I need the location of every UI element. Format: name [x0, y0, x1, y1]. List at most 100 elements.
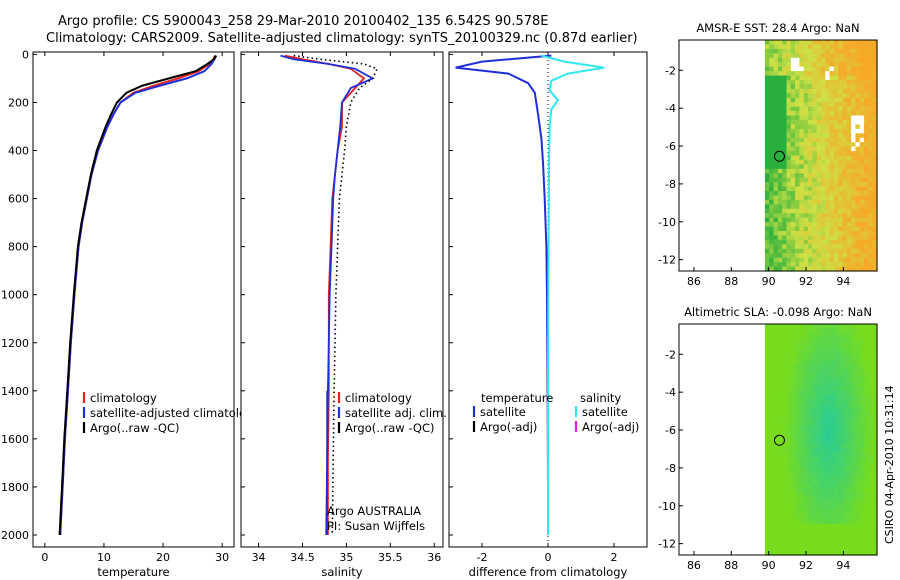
sla_map-cell: [799, 417, 805, 423]
sla_map-cell: [872, 363, 878, 370]
sst_map-cell: [851, 142, 857, 148]
sla_map-cell: [795, 355, 801, 361]
sst_map-cell: [842, 66, 848, 72]
sst_map-cell: [864, 164, 869, 170]
sla_map-cell: [872, 466, 878, 472]
sla_map-cell: [846, 475, 852, 481]
sla_map-cell: [842, 377, 848, 383]
sla_map-cell: [795, 328, 801, 334]
sla_map-cell: [851, 417, 857, 423]
sst_map-cell: [859, 253, 865, 259]
sst_map-cell: [833, 53, 839, 59]
sla_map-cell: [842, 426, 848, 432]
sla_map-cell: [820, 399, 826, 405]
sla_map-cell: [769, 452, 775, 458]
sst_map-cell: [820, 53, 826, 59]
sla_map-cell: [782, 492, 788, 498]
sst_map-cell: [868, 159, 874, 165]
sst_map-cell: [855, 71, 861, 77]
sla_map-cell: [846, 528, 852, 534]
sla_map-cell: [790, 372, 796, 378]
sla_map-cell: [864, 324, 869, 330]
sla_map-cell: [859, 537, 865, 543]
sst_map-cell: [829, 226, 835, 232]
sla_map-cell: [838, 337, 844, 343]
sla_map-cell: [855, 457, 861, 463]
sst_map-cell: [820, 84, 826, 90]
sst_map-cell: [808, 235, 813, 241]
sla_map-cell: [764, 492, 770, 498]
sla_map-cell: [795, 430, 801, 436]
sla_map-cell: [851, 430, 857, 436]
sst_map-cell: [812, 84, 818, 90]
sst_map-cell: [769, 257, 775, 263]
sst_map-cell: [851, 168, 857, 174]
sst_map-cell: [842, 88, 848, 94]
sla_map-cell: [816, 324, 822, 330]
sst_map-cell: [773, 75, 779, 81]
sst_map-cell: [825, 222, 831, 228]
sla_map-cell: [816, 363, 822, 370]
sla_map-cell: [777, 466, 783, 472]
sla_map-cell: [855, 363, 861, 370]
sst_map-cell: [825, 71, 831, 77]
sla_map-cell: [808, 395, 813, 401]
sla_map-cell: [773, 421, 779, 427]
sst_map-cell: [820, 266, 826, 272]
sla_map-cell: [764, 359, 770, 365]
sla_map-cell: [777, 515, 783, 521]
sst_map-cell: [838, 164, 844, 170]
sla_map-cell: [773, 332, 779, 338]
sst_map-cell: [786, 159, 792, 165]
sst_map-cell: [842, 133, 848, 139]
sla_map-cell: [838, 341, 844, 347]
sst_map-cell: [842, 93, 848, 99]
sla_map-cell: [777, 435, 783, 441]
sst_map-cell: [786, 53, 792, 59]
sla_map-cell: [859, 470, 865, 476]
sst_map-cell: [829, 257, 835, 263]
sst_map-cell: [808, 79, 813, 86]
temperature-xlabel: temperature: [97, 565, 169, 579]
sla_map-cell: [764, 381, 770, 387]
sla_map-border: [678, 323, 878, 556]
sst_map-cell: [833, 137, 839, 143]
sla_map-cell: [855, 341, 861, 347]
sst_map-cell: [808, 168, 813, 174]
sst_map-cell: [816, 57, 822, 63]
sla_map-cell: [773, 488, 779, 494]
sst_map-cell: [851, 124, 857, 130]
sst_map-cell: [855, 133, 861, 139]
sla_map-cell: [842, 341, 848, 347]
sla_map-cell: [790, 523, 796, 529]
sst_map-cell: [864, 48, 869, 54]
sla_map-cell: [812, 479, 818, 485]
sst_map-cell: [795, 97, 801, 103]
sst_map-cell: [868, 231, 874, 237]
sla_map-cell: [808, 359, 813, 365]
sst_map-cell: [820, 186, 826, 192]
sla_map-cell: [842, 350, 848, 356]
sst_map-cell: [816, 48, 822, 54]
sst_map-cell: [816, 53, 822, 59]
sla_map-cell: [855, 368, 861, 374]
sst_map-cell: [851, 137, 857, 143]
sst_map-cell: [846, 62, 852, 68]
sst_map-cell: [803, 119, 809, 125]
sla_map-cell: [838, 399, 844, 405]
sst_map-cell: [872, 182, 878, 188]
sla_map-cell: [842, 475, 848, 481]
sst_map-cell: [808, 124, 813, 130]
sst_map-cell: [773, 231, 779, 237]
sst_map-cell: [816, 253, 822, 259]
sst_map-cell: [777, 164, 783, 170]
sst_map-cell: [820, 142, 826, 148]
sst_map-cell: [855, 173, 861, 179]
sla_map-cell: [851, 359, 857, 365]
sla_map-cell: [838, 381, 844, 387]
sla_map-cell: [782, 355, 788, 361]
sst_map-cell: [851, 213, 857, 219]
sla_map-cell: [829, 497, 835, 503]
sst_map-cell: [790, 168, 796, 174]
sla_map-cell: [825, 324, 831, 330]
